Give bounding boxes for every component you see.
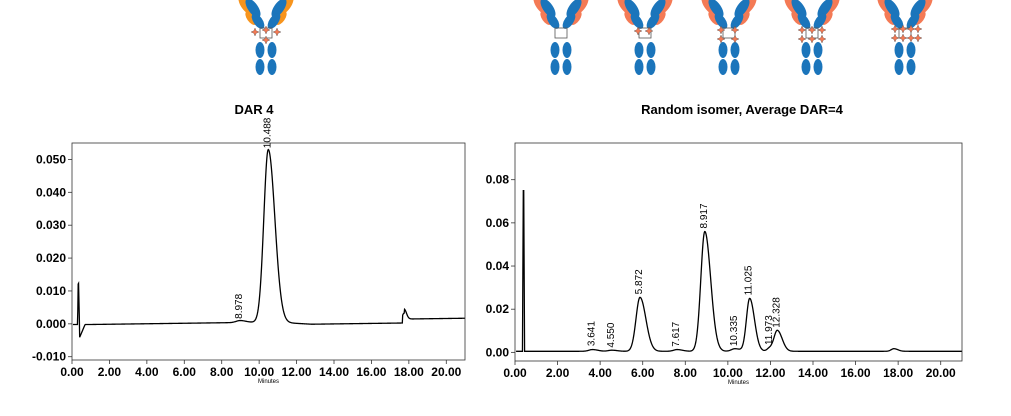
y-tick-label: 0.030 <box>36 218 66 232</box>
y-tick-label: 0.00 <box>486 345 510 359</box>
peak-label: 10.335 <box>729 315 740 346</box>
y-tick-label: 0.040 <box>36 185 66 199</box>
y-tick-label: 0.050 <box>36 152 66 166</box>
x-tick-label: 20.00 <box>926 366 956 380</box>
x-tick-label: 12.00 <box>755 366 785 380</box>
x-tick-label: 10.00 <box>244 365 274 379</box>
y-tick-label: 0.02 <box>486 302 510 316</box>
x-axis-label: Minutes <box>728 380 749 386</box>
y-tick-label: 0.000 <box>36 317 66 331</box>
x-tick-label: 16.00 <box>841 366 871 380</box>
chromatogram-trace <box>72 148 465 338</box>
x-tick-label: 0.00 <box>60 365 84 379</box>
x-tick-label: 2.00 <box>546 366 570 380</box>
peak-label: 11.025 <box>744 265 755 295</box>
peak-label: 7.617 <box>671 321 682 346</box>
x-tick-label: 14.00 <box>798 366 828 380</box>
x-tick-label: 12.00 <box>282 365 312 379</box>
x-tick-label: 6.00 <box>631 366 655 380</box>
peak-label: 4.550 <box>606 322 617 347</box>
y-tick-label: 0.020 <box>36 251 66 265</box>
antibody-isomer-dar2-icon <box>614 0 676 76</box>
antibody-isomer-dar0-icon <box>530 0 592 76</box>
antibody-dar4-icon <box>235 0 297 76</box>
x-tick-label: 2.00 <box>98 365 122 379</box>
chromatogram-dar4: 0.00 2.00 4.00 6.00 8.00 10.00 12.00 14.00 16.00… <box>32 117 466 385</box>
x-tick-label: 6.00 <box>173 365 197 379</box>
peak-label: 5.872 <box>634 269 645 294</box>
y-tick-label: 0.04 <box>486 259 510 273</box>
x-tick-label: 20.00 <box>431 365 461 379</box>
peak-label: 8.978 <box>234 293 245 318</box>
x-tick-label: 0.00 <box>503 366 527 380</box>
chromatogram-trace <box>516 190 962 352</box>
antibody-isomer-dar8-icon <box>874 0 936 76</box>
y-tick-label: 0.06 <box>486 216 510 230</box>
caption-random-isomer: Random isomer, Average DAR=4 <box>641 102 843 117</box>
x-tick-label: 18.00 <box>394 365 424 379</box>
y-tick-label: -0.010 <box>32 350 66 364</box>
x-tick-label: 8.00 <box>210 365 234 379</box>
antibody-isomer-dar4-icon <box>698 0 760 76</box>
peak-label: 8.917 <box>699 203 710 228</box>
x-tick-label: 10.00 <box>713 366 743 380</box>
x-tick-label: 18.00 <box>883 366 913 380</box>
x-tick-label: 4.00 <box>135 365 159 379</box>
x-tick-label: 14.00 <box>319 365 349 379</box>
x-tick-label: 4.00 <box>588 366 612 380</box>
plot-frame <box>514 142 963 362</box>
chromatogram-random-isomer: 0.00 2.00 4.00 6.00 8.00 10.00 12.00 14.00 16.00… <box>486 142 963 386</box>
x-tick-label: 8.00 <box>674 366 698 380</box>
x-tick-label: 16.00 <box>356 365 386 379</box>
antibody-isomer-dar6-icon <box>781 0 843 76</box>
peak-label: 12.328 <box>771 297 782 328</box>
y-tick-label: 0.08 <box>486 173 510 187</box>
plot-frame <box>71 142 466 361</box>
peak-label: 3.641 <box>587 321 598 346</box>
peak-label: 10.488 <box>262 117 273 148</box>
caption-dar4: DAR 4 <box>234 102 274 117</box>
peak-label: 11.973 <box>764 315 775 345</box>
x-axis-label: Minutes <box>258 379 279 385</box>
y-tick-label: 0.010 <box>36 284 66 298</box>
